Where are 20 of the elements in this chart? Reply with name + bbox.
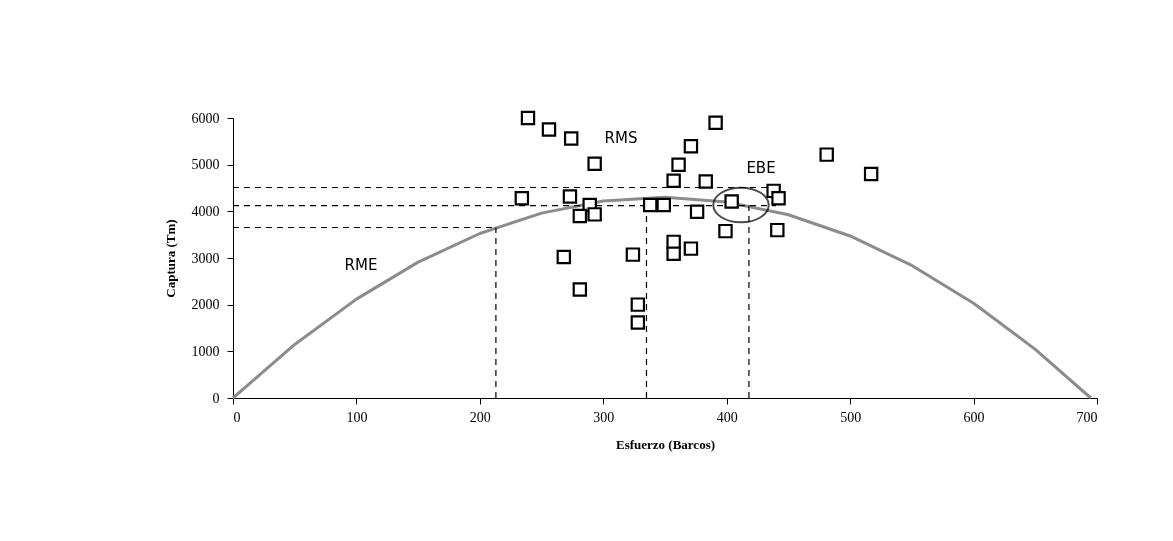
annotation: RMS bbox=[604, 129, 638, 147]
x-tick-label: 700 bbox=[1076, 409, 1098, 425]
x-tick-label: 400 bbox=[716, 409, 738, 425]
y-tick-label: 1000 bbox=[191, 343, 220, 359]
x-axis-title: Esfuerzo (Barcos) bbox=[615, 436, 716, 452]
x-tick-label: 500 bbox=[840, 409, 862, 425]
y-tick-label: 5000 bbox=[191, 157, 220, 173]
y-tick-label: 4000 bbox=[191, 203, 220, 219]
annotation: EBE bbox=[746, 159, 776, 177]
y-tick-label: 3000 bbox=[191, 250, 220, 266]
y-axis-title: Captura (Tm) bbox=[162, 219, 178, 298]
y-tick-label: 0 bbox=[212, 390, 220, 406]
y-tick-label: 6000 bbox=[191, 110, 220, 126]
x-tick-label: 0 bbox=[233, 409, 241, 425]
x-tick-label: 300 bbox=[593, 409, 615, 425]
x-tick-label: 600 bbox=[963, 409, 985, 425]
x-tick-label: 200 bbox=[469, 409, 491, 425]
x-tick-label: 100 bbox=[346, 409, 368, 425]
annotation: RME bbox=[344, 256, 378, 274]
y-tick-label: 2000 bbox=[191, 297, 220, 313]
